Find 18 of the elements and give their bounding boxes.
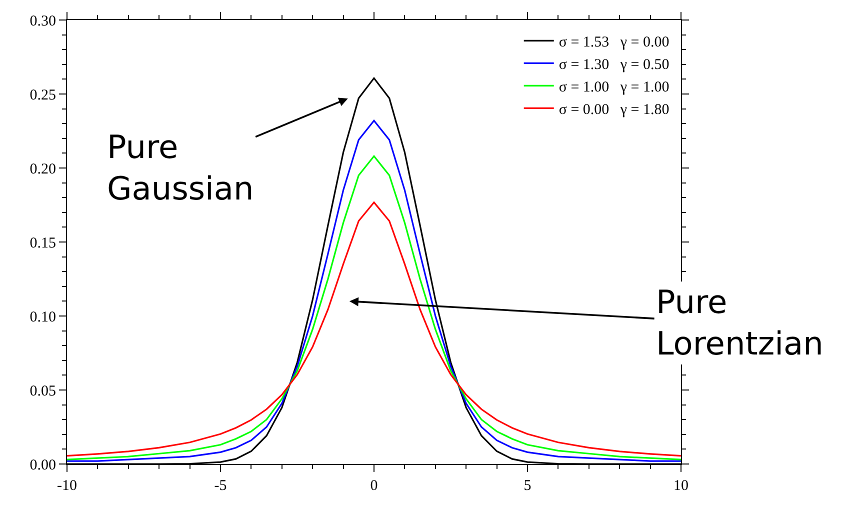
- x-tick-label: -10: [57, 478, 77, 494]
- x-tick-label: 0: [370, 478, 378, 494]
- legend-label: σ = 0.00 γ = 1.80: [558, 102, 670, 118]
- x-tick-label: 10: [674, 478, 688, 494]
- y-tick-label: 0.00: [30, 457, 56, 474]
- y-tick-label: 0.15: [30, 235, 56, 252]
- annotation: Pure Gaussian: [107, 128, 254, 208]
- x-tick-label: -5: [214, 478, 227, 494]
- legend-label: σ = 1.53 γ = 0.00: [558, 34, 670, 51]
- legend-label: σ = 1.30 γ = 0.50: [558, 57, 670, 74]
- y-tick-label: 0.30: [30, 13, 56, 30]
- y-tick-label: 0.25: [30, 87, 56, 104]
- y-tick-label: 0.05: [30, 383, 56, 400]
- annotation: Pure Lorentzian: [656, 283, 824, 363]
- legend-label: σ = 1.00 γ = 1.00: [558, 80, 670, 96]
- y-tick-label: 0.20: [30, 161, 56, 178]
- x-tick-label: 5: [524, 478, 532, 494]
- y-tick-label: 0.10: [30, 309, 56, 326]
